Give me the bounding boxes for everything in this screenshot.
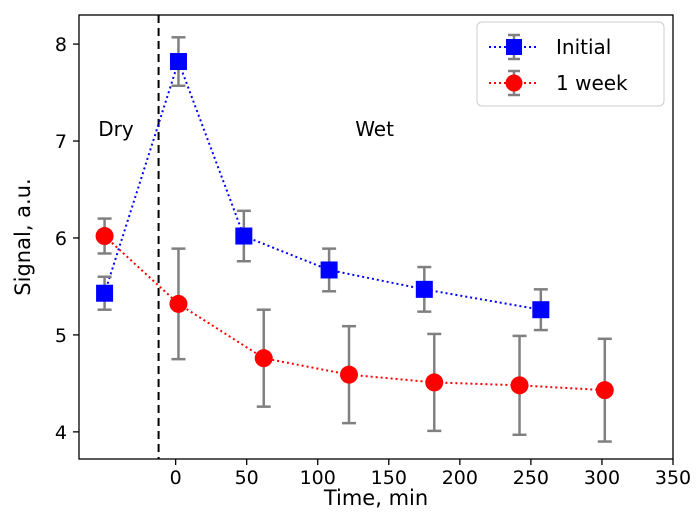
data-point <box>235 227 253 245</box>
legend-label: Initial <box>556 35 611 59</box>
region-labels: Dry Wet <box>98 117 394 141</box>
data-point <box>254 349 273 368</box>
y-tick-label: 5 <box>55 325 67 347</box>
region-label-dry: Dry <box>98 117 134 141</box>
y-axis: 4 5 6 7 8 <box>55 34 79 444</box>
x-tick-label: 0 <box>170 467 182 489</box>
data-point <box>95 227 114 246</box>
y-axis-label: Signal, a.u. <box>11 178 35 295</box>
data-point <box>169 53 187 71</box>
x-tick-label: 350 <box>655 467 691 489</box>
x-tick-label: 50 <box>235 467 259 489</box>
x-tick-label: 250 <box>513 467 549 489</box>
data-point <box>425 373 444 392</box>
y-tick-label: 7 <box>55 131 67 153</box>
y-tick-label: 6 <box>55 228 67 250</box>
x-tick-label: 100 <box>300 467 336 489</box>
y-tick-label: 4 <box>55 422 67 444</box>
legend-marker <box>506 39 522 55</box>
data-point <box>415 280 433 298</box>
legend: Initial 1 week <box>476 21 665 107</box>
x-tick-label: 300 <box>584 467 620 489</box>
y-tick-label: 8 <box>55 34 67 56</box>
series-2 <box>95 217 614 443</box>
data-point <box>96 284 114 302</box>
series-1 <box>96 36 550 332</box>
data-point <box>532 301 550 319</box>
legend-box <box>476 21 665 107</box>
legend-label: 1 week <box>556 71 628 95</box>
series-line <box>103 58 542 311</box>
series-layer <box>95 36 614 443</box>
x-axis: 0 50 100 150 200 250 300 350 <box>170 459 691 489</box>
region-label-wet: Wet <box>355 117 394 141</box>
data-point <box>169 294 188 313</box>
data-point <box>595 381 614 400</box>
x-tick-label: 200 <box>442 467 478 489</box>
legend-marker <box>505 74 523 92</box>
x-tick-label: 150 <box>371 467 407 489</box>
data-point <box>340 365 358 384</box>
data-point <box>320 261 338 279</box>
x-axis-label: Time, min <box>323 486 428 510</box>
data-point <box>510 376 529 395</box>
